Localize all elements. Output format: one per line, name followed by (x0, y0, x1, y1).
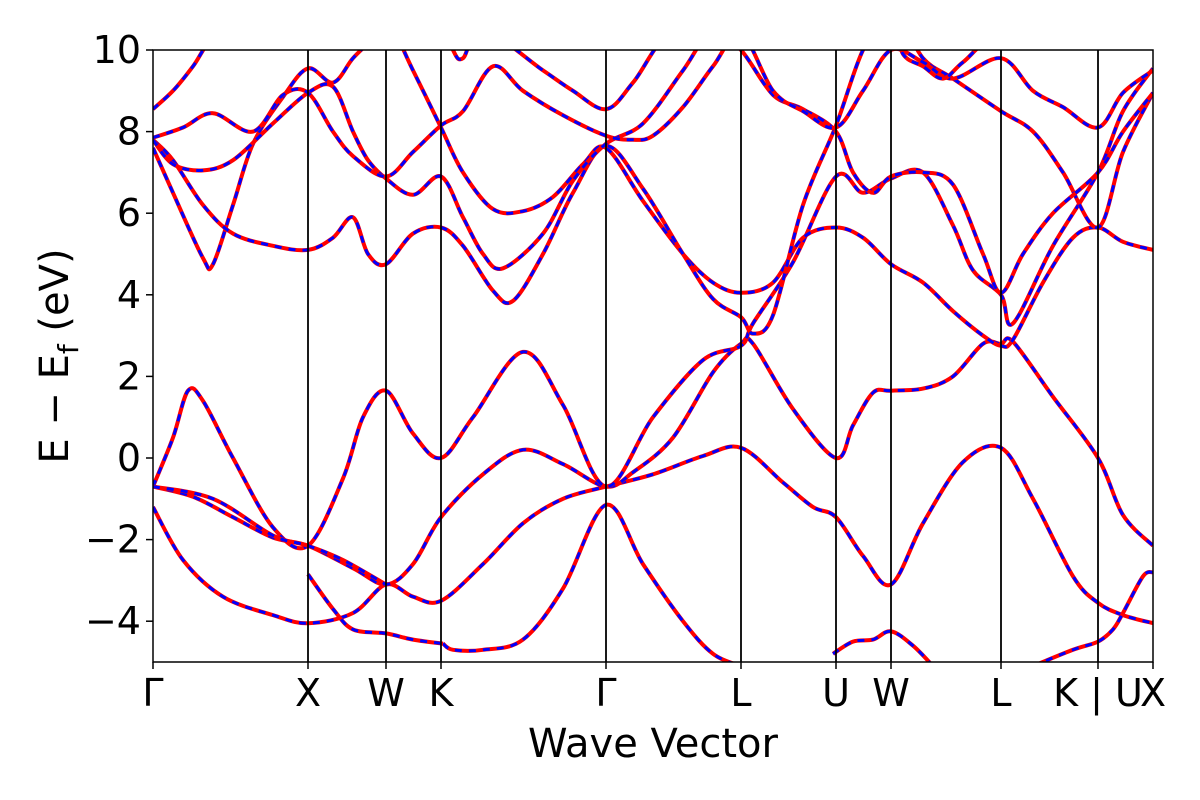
x-tick-label-7: W (872, 671, 910, 715)
y-tick-label-1: −2 (85, 518, 141, 562)
band-line-dashed-7 (153, 50, 978, 111)
y-tick-label-5: 6 (117, 191, 141, 235)
x-axis-label: Wave Vector (528, 721, 779, 767)
x-tick-label-5: L (730, 671, 751, 715)
y-tick-label-3: 2 (117, 354, 141, 398)
y-tick-label-2: 0 (117, 436, 141, 480)
band-line-dashed-0 (153, 444, 1153, 625)
x-tick-label-4: Γ (595, 671, 616, 715)
x-tick-label-8: L (990, 671, 1011, 715)
y-axis-ticks: −4 −2 0 2 4 6 8 10 (85, 28, 153, 643)
plot-frame (152, 49, 1154, 663)
x-tick-label-1: X (295, 671, 321, 715)
band-line-solid-11 (831, 629, 932, 662)
y-axis-label-main: E − E (32, 354, 78, 464)
x-tick-label-10: X (1140, 671, 1166, 715)
y-tick-label-4: 4 (117, 273, 141, 317)
y-axis-label-unit: (eV) (32, 248, 78, 344)
y-tick-label-7: 10 (93, 28, 141, 72)
x-tick-label-0: Γ (142, 671, 163, 715)
band-line-dashed-9 (306, 573, 444, 646)
band-line-dashed-1 (153, 336, 1153, 586)
band-line-solid-10 (153, 484, 387, 587)
band-line-dashed-12 (1038, 570, 1153, 662)
y-axis-label-sub: f (52, 343, 85, 354)
x-tick-label-6: U (822, 671, 850, 715)
high-symmetry-lines (307, 50, 1099, 662)
x-tick-label-2: W (367, 671, 405, 715)
band-line-solid-9 (306, 573, 444, 646)
band-line-solid-8 (441, 502, 736, 662)
y-tick-label-6: 8 (117, 110, 141, 154)
band-line-dashed-6 (153, 50, 1153, 178)
y-axis-label: E − Ef (eV) (32, 248, 85, 463)
y-tick-label-0: −4 (85, 599, 141, 643)
band-line-dashed-8 (442, 503, 734, 662)
band-lines (153, 50, 1153, 662)
band-line-dashed-5 (153, 50, 1153, 295)
band-line-dashed-10 (153, 485, 387, 586)
x-tick-label-9: K | U (1053, 671, 1143, 716)
band-line-solid-0 (153, 443, 1153, 626)
band-line-solid-5 (153, 50, 1153, 295)
x-tick-label-3: K (429, 671, 455, 715)
band-line-dashed-4 (153, 50, 1153, 336)
